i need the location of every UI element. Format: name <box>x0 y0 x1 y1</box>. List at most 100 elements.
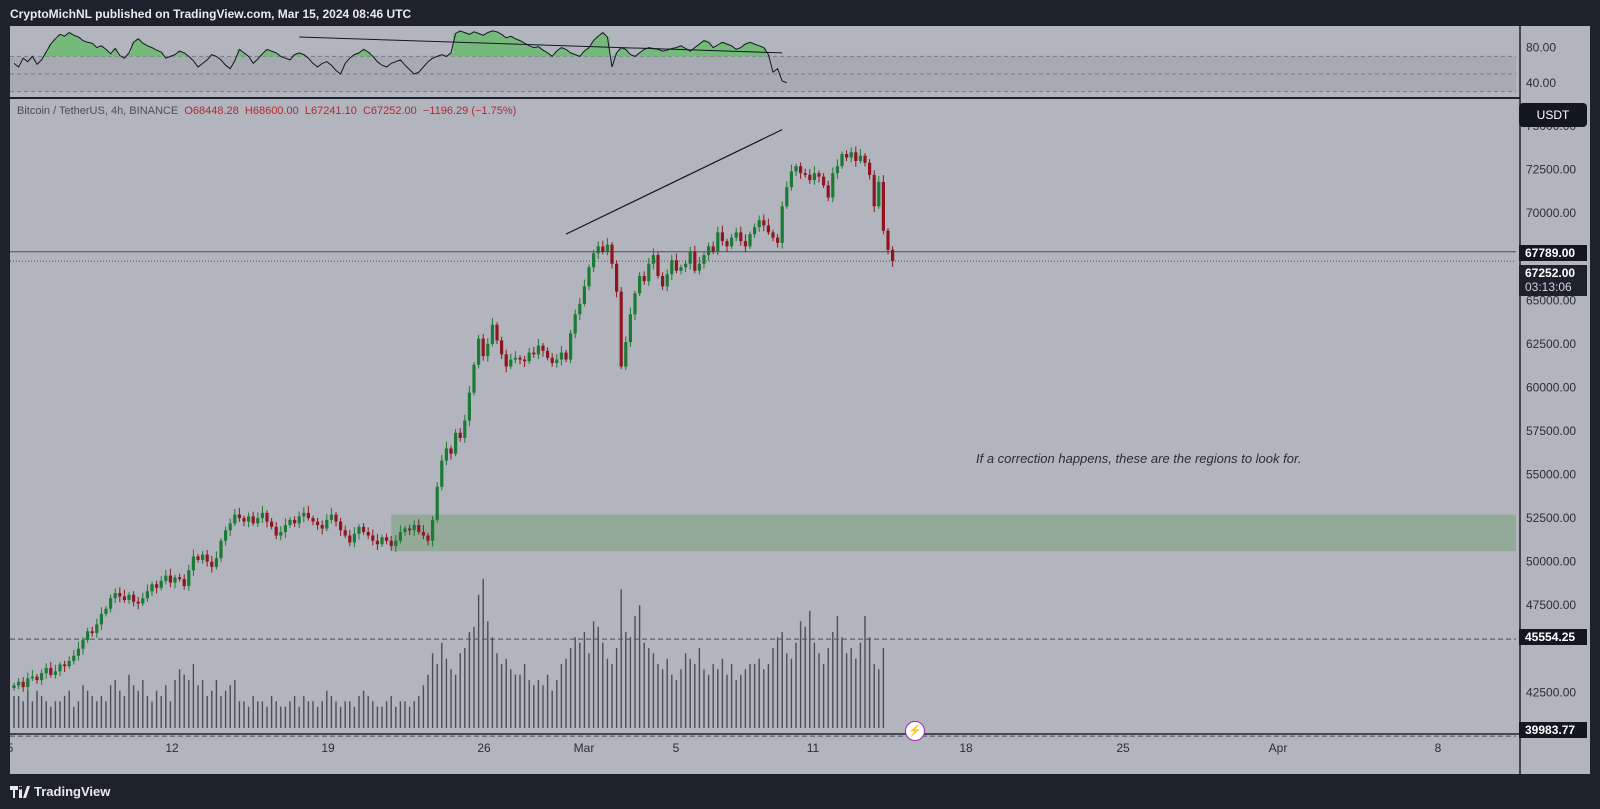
candle-body <box>362 526 366 533</box>
volume-bar <box>192 664 195 728</box>
candle <box>53 664 57 679</box>
volume-bar <box>753 664 756 728</box>
candle-body <box>40 673 44 681</box>
candle-body <box>555 359 559 364</box>
rising-trendline <box>565 129 783 235</box>
candle-body <box>863 155 867 163</box>
candle <box>26 672 30 693</box>
volume-bar <box>556 680 558 728</box>
correction-annotation: If a correction happens, these are the r… <box>976 451 1302 466</box>
candle-body <box>49 667 53 675</box>
candle <box>601 240 605 255</box>
candle <box>306 506 310 521</box>
candle-body <box>789 171 793 188</box>
candle-body <box>753 227 757 235</box>
volume-bar <box>638 605 641 728</box>
volume-bar <box>611 664 613 728</box>
candle-body <box>541 345 545 351</box>
candle-body <box>546 350 550 358</box>
last-price-tag: 67252.00 <box>1519 265 1587 281</box>
volume-bar <box>634 616 636 728</box>
lightning-icon[interactable]: ⚡ <box>905 721 925 741</box>
tradingview-logo[interactable]: TradingView <box>10 784 110 799</box>
candle <box>564 349 568 363</box>
volume-bar <box>418 696 420 728</box>
candle <box>431 516 435 547</box>
candle-body <box>196 556 200 560</box>
candle-body <box>90 631 94 634</box>
candle-body <box>237 514 241 519</box>
volume-bar <box>40 696 43 728</box>
volume-bar <box>188 680 190 728</box>
candle <box>311 515 315 526</box>
candle <box>619 286 623 370</box>
volume-bar <box>648 648 650 728</box>
candle <box>274 522 278 540</box>
volume-bar <box>119 690 121 728</box>
candle-body <box>173 577 177 583</box>
volume-bar <box>850 648 852 728</box>
candle-body <box>408 528 412 531</box>
volume-bar <box>395 706 397 728</box>
candle <box>182 574 186 590</box>
volume-bar <box>694 664 696 728</box>
candle-body <box>716 232 720 252</box>
price-tick-label: 47500.00 <box>1526 598 1576 612</box>
candle <box>49 662 53 678</box>
candle-body <box>182 579 186 587</box>
volume-bar <box>362 690 365 728</box>
chart-canvas[interactable]: 80.0040.0075000.0072500.0070000.0065000.… <box>10 26 1590 774</box>
candle-body <box>219 540 223 559</box>
candle <box>168 568 172 588</box>
volume-bar <box>804 626 806 728</box>
candle <box>495 322 499 345</box>
candle-body <box>168 575 172 583</box>
volume-bar <box>142 680 144 728</box>
volume-bar <box>505 658 507 728</box>
volume-bar <box>454 674 457 728</box>
candle-body <box>288 519 292 526</box>
candle <box>490 317 494 347</box>
volume-bar <box>36 690 38 728</box>
candle <box>408 524 412 536</box>
volume-bar <box>243 701 245 728</box>
candle <box>35 674 39 684</box>
volume-bar <box>165 685 167 728</box>
volume-bar <box>178 669 181 728</box>
candle-body <box>619 291 623 367</box>
volume-bar <box>344 701 346 728</box>
volume-bar <box>252 696 254 728</box>
volume-bar <box>261 701 264 728</box>
volume-bar <box>537 680 540 728</box>
time-tick-label: 18 <box>959 741 973 755</box>
candle <box>449 445 453 460</box>
candle <box>891 246 895 267</box>
candle <box>477 335 481 369</box>
volume-bar <box>257 701 259 728</box>
candle <box>776 233 780 248</box>
volume-bar <box>280 706 282 728</box>
candle-body <box>757 220 761 228</box>
price-tick-label: 60000.00 <box>1526 380 1576 394</box>
rsi-tick-label: 80.00 <box>1526 41 1556 55</box>
volume-bar <box>445 658 448 728</box>
volume-bar <box>689 658 691 728</box>
candle-body <box>624 342 628 367</box>
symbol-legend: Bitcoin / TetherUS, 4h, BINANCE O68448.2… <box>17 105 516 117</box>
candle-body <box>348 535 352 543</box>
currency-button[interactable]: USDT <box>1519 103 1587 127</box>
candle <box>67 656 71 669</box>
volume-bar <box>390 696 392 728</box>
candle <box>661 272 665 291</box>
volume-bar <box>592 621 595 728</box>
candle-body <box>191 556 195 571</box>
volume-bar <box>514 674 517 728</box>
volume-bar <box>247 706 250 728</box>
symbol-name: Bitcoin / TetherUS, 4h, BINANCE <box>17 105 179 117</box>
candle <box>532 346 536 359</box>
support-upper-price-tag: 45554.25 <box>1519 629 1587 645</box>
candle-body <box>527 352 531 362</box>
volume-bar <box>459 653 461 728</box>
candle <box>58 661 62 677</box>
candle-body <box>279 532 283 536</box>
